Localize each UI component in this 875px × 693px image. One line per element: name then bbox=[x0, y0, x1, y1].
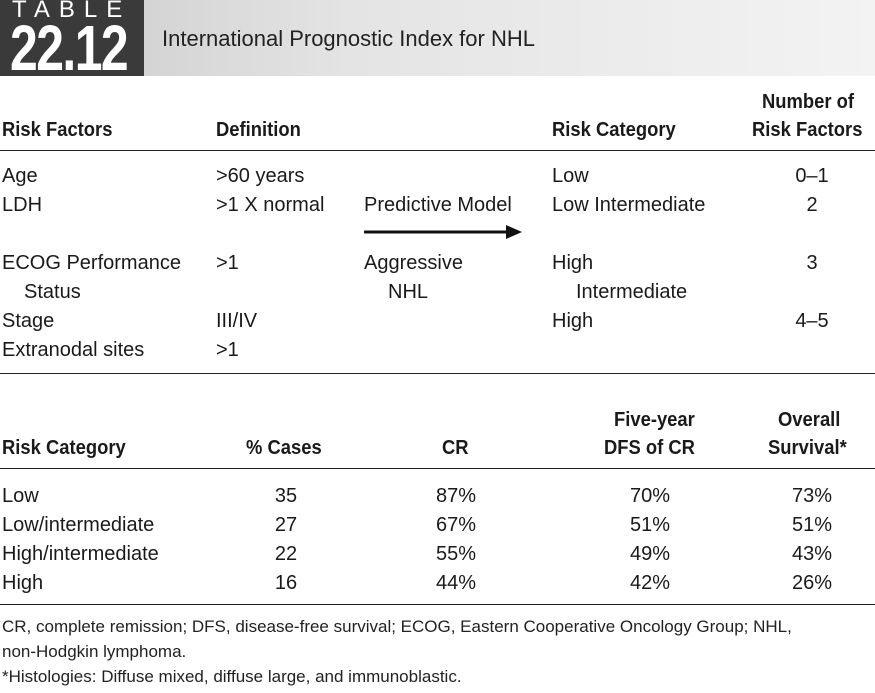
model-line3: NHL bbox=[388, 281, 429, 303]
factor-definition: III/IV bbox=[216, 310, 258, 332]
category-number: 0–1 bbox=[795, 165, 829, 187]
category-label: High bbox=[552, 310, 594, 332]
header-number-line1: Number of bbox=[762, 91, 854, 113]
row-cr: 55% bbox=[435, 543, 476, 565]
model-label: Predictive Model bbox=[364, 194, 512, 216]
row-os: 73% bbox=[791, 485, 832, 507]
row-cases: 35 bbox=[274, 485, 298, 507]
factor-definition: >1 X normal bbox=[216, 194, 325, 216]
category-label: Low Intermediate bbox=[552, 194, 706, 216]
row-dfs: 42% bbox=[629, 572, 670, 594]
header-risk-category-2: Risk Category bbox=[2, 437, 126, 459]
header-os-line1: Overall bbox=[778, 409, 841, 431]
footnote-histologies: *Histologies: Diffuse mixed, diffuse lar… bbox=[2, 667, 462, 686]
footnote-abbreviations: CR, complete remission; DFS, disease-fre… bbox=[2, 617, 792, 636]
factor-definition: >1 bbox=[216, 339, 239, 361]
row-category: High bbox=[2, 572, 44, 594]
factor-name-cont: Status bbox=[24, 281, 81, 303]
category-label: Low bbox=[552, 165, 589, 187]
factor-name: ECOG Performance bbox=[2, 252, 181, 274]
row-os: 43% bbox=[791, 543, 832, 565]
row-category: Low bbox=[2, 485, 39, 507]
factor-name: Extranodal sites bbox=[2, 339, 145, 361]
row-cases: 16 bbox=[274, 572, 298, 594]
rule-bottom-header bbox=[0, 468, 875, 469]
row-cr: 87% bbox=[435, 485, 476, 507]
factor-definition: >60 years bbox=[216, 165, 305, 187]
factor-name: Age bbox=[2, 165, 38, 187]
row-dfs: 51% bbox=[629, 514, 670, 536]
table-title: International Prognostic Index for NHL bbox=[162, 26, 535, 51]
header-cases: % Cases bbox=[246, 437, 322, 459]
factor-definition: >1 bbox=[216, 252, 239, 274]
row-cases: 22 bbox=[274, 543, 298, 565]
table-number: 22.12 bbox=[10, 12, 129, 84]
category-label-cont: Intermediate bbox=[576, 281, 688, 303]
header-os-line2: Survival* bbox=[768, 437, 847, 459]
rule-top-header bbox=[0, 150, 875, 151]
header-dfs-line2: DFS of CR bbox=[604, 437, 695, 459]
table-label: TABLE bbox=[12, 0, 132, 23]
rule-table-bottom bbox=[0, 604, 875, 605]
row-dfs: 70% bbox=[629, 485, 670, 507]
table-header-bar bbox=[0, 0, 875, 76]
row-dfs: 49% bbox=[629, 543, 670, 565]
header-number-line2: Risk Factors bbox=[752, 119, 863, 141]
footnote-abbreviations-cont: non-Hodgkin lymphoma. bbox=[2, 642, 187, 661]
row-os: 51% bbox=[791, 514, 832, 536]
header-risk-category: Risk Category bbox=[552, 119, 676, 141]
category-number: 4–5 bbox=[795, 310, 829, 332]
row-cr: 44% bbox=[435, 572, 476, 594]
category-label: High bbox=[552, 252, 594, 274]
category-number: 3 bbox=[806, 252, 818, 274]
factor-name: Stage bbox=[2, 310, 55, 332]
category-number: 2 bbox=[806, 194, 818, 216]
factor-name: LDH bbox=[2, 194, 43, 216]
row-cases: 27 bbox=[274, 514, 298, 536]
header-cr: CR bbox=[442, 437, 469, 459]
row-category: High/intermediate bbox=[2, 543, 159, 565]
rule-section-divider bbox=[0, 373, 875, 374]
header-dfs-line1: Five-year bbox=[614, 409, 695, 431]
table-badge: TABLE 22.12 bbox=[0, 0, 144, 80]
header-risk-factors: Risk Factors bbox=[2, 119, 113, 141]
model-line2: Aggressive bbox=[364, 252, 463, 274]
row-cr: 67% bbox=[435, 514, 476, 536]
row-category: Low/intermediate bbox=[2, 514, 155, 536]
arrow-right-icon bbox=[364, 225, 522, 239]
row-os: 26% bbox=[791, 572, 832, 594]
header-definition: Definition bbox=[216, 119, 301, 141]
